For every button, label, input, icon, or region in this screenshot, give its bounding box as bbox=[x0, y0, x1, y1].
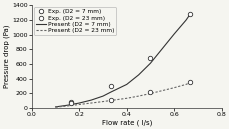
X-axis label: Flow rate ( l/s): Flow rate ( l/s) bbox=[101, 119, 151, 126]
Legend: Exp. (D2 = 7 mm), Exp. (D2 = 23 mm), Present (D2 = 7 mm), Present (D2 = 23 mm): Exp. (D2 = 7 mm), Exp. (D2 = 23 mm), Pre… bbox=[33, 7, 116, 35]
Y-axis label: Pressure drop (Pa): Pressure drop (Pa) bbox=[3, 25, 10, 88]
